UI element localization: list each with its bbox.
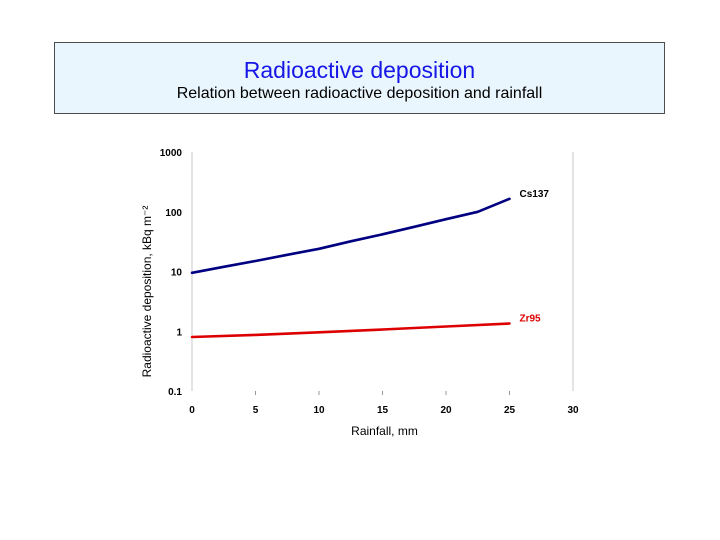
page-title: Radioactive deposition	[243, 57, 476, 83]
x-tick-label: 0	[189, 405, 195, 416]
chart-ticks: 0 5 10 15 20 25 30 0.1 1 10 100 1000	[160, 148, 579, 416]
x-tick-label: 25	[504, 405, 516, 416]
series-line-cs137	[190, 197, 511, 275]
x-tick-label: 10	[313, 405, 325, 416]
series-label-cs137: Cs137	[520, 189, 550, 200]
series-line-zr95	[190, 322, 511, 339]
x-tick-label: 20	[440, 405, 452, 416]
y-tick-label: 10	[171, 268, 183, 279]
x-tick-label: 5	[253, 405, 259, 416]
y-tick-label: 1	[176, 327, 182, 338]
y-axis-label: Radioactive deposition, kBq m⁻²	[140, 206, 154, 378]
x-tick-label: 30	[567, 405, 579, 416]
x-axis-label: Rainfall, mm	[351, 424, 418, 438]
page-subtitle: Relation between radioactive deposition …	[176, 85, 543, 102]
y-tick-label: 100	[165, 208, 182, 219]
x-tick-label: 15	[377, 405, 389, 416]
chart-series: Cs137 Zr95	[190, 189, 550, 339]
header-box: Radioactive deposition Relation between …	[54, 42, 665, 114]
y-tick-label: 0.1	[168, 387, 182, 398]
series-label-zr95: Zr95	[520, 313, 542, 324]
chart-axes	[191, 152, 574, 391]
y-tick-label: 1000	[160, 148, 183, 159]
